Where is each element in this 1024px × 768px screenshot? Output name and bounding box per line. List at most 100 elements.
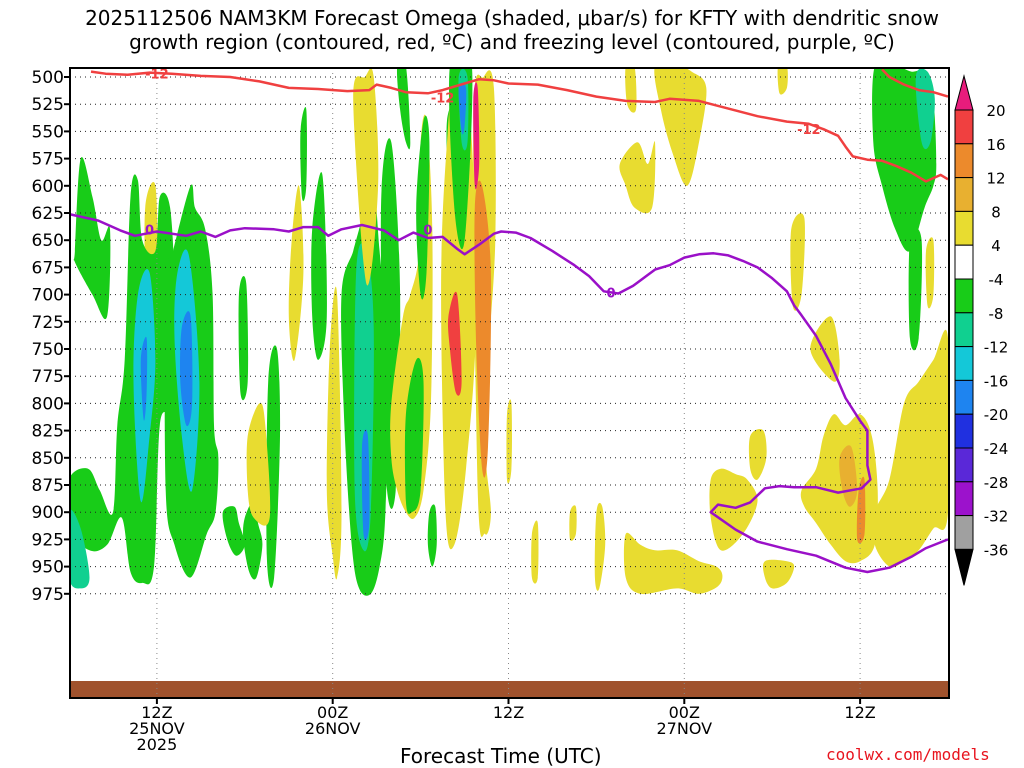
dgz-label-0: -12 bbox=[145, 68, 169, 83]
x-tick-label-12-1: 25NOV bbox=[129, 719, 185, 738]
y-tick-label-650: 650 bbox=[32, 231, 64, 251]
x-tick-label-60-0: 12Z bbox=[844, 703, 875, 722]
omega-region-40 bbox=[531, 520, 539, 584]
omega-region-30 bbox=[447, 291, 462, 396]
y-tick-label-500: 500 bbox=[32, 68, 64, 88]
colorbar-bin--32 bbox=[954, 481, 974, 517]
x-tick-label-12-0: 12Z bbox=[141, 703, 172, 722]
omega-region-53 bbox=[872, 329, 949, 568]
y-tick-label-750: 750 bbox=[32, 340, 64, 360]
omega-region-45 bbox=[709, 468, 758, 551]
x-tick-label-12-2: 2025 bbox=[137, 735, 178, 754]
colorbar-bin--8 bbox=[954, 278, 974, 314]
colorbar-label--28: -28 bbox=[984, 474, 1009, 492]
omega-region-11 bbox=[266, 345, 281, 588]
y-tick-label-550: 550 bbox=[32, 122, 64, 142]
omega-region-44 bbox=[623, 532, 723, 595]
y-tick-label-975: 975 bbox=[32, 585, 64, 605]
omega-region-43 bbox=[654, 68, 707, 186]
freezing-level-label-1: 0 bbox=[423, 223, 432, 238]
dgz-label-2: -12 bbox=[797, 123, 821, 138]
colorbar-bin-4 bbox=[954, 210, 974, 246]
pressure-axis: 500 525 550 575 600 625 650 675 700 725 750 775 800 8… bbox=[32, 68, 70, 605]
omega-region-13 bbox=[246, 403, 271, 526]
x-tick-label-36-0: 12Z bbox=[493, 703, 524, 722]
colorbar-label-12: 12 bbox=[986, 170, 1005, 188]
omega-region-57 bbox=[908, 227, 923, 351]
omega-region-41 bbox=[619, 141, 656, 214]
colorbar-bin--20 bbox=[954, 379, 974, 415]
omega-region-16 bbox=[300, 107, 307, 202]
omega-region-21 bbox=[353, 68, 379, 286]
y-tick-label-925: 925 bbox=[32, 530, 64, 550]
grid-lines bbox=[70, 68, 949, 698]
x-tick-label-24-1: 26NOV bbox=[305, 719, 361, 738]
freezing-level-contour bbox=[70, 213, 949, 574]
y-tick-label-800: 800 bbox=[32, 394, 64, 414]
ground-surface bbox=[70, 681, 949, 698]
omega-region-23 bbox=[396, 68, 411, 150]
omega-region-33 bbox=[458, 82, 467, 135]
y-tick-label-775: 775 bbox=[32, 367, 64, 387]
colorbar-label--16: -16 bbox=[984, 372, 1009, 390]
omega-region-1 bbox=[73, 157, 111, 320]
colorbar-label-4: 4 bbox=[991, 237, 1001, 255]
omega-region-54 bbox=[925, 237, 935, 309]
freezing-level-label-0: 0 bbox=[145, 223, 154, 238]
omega-region-39 bbox=[594, 502, 606, 591]
colorbar-top-arrow bbox=[954, 74, 974, 111]
colorbar-label--20: -20 bbox=[984, 406, 1009, 424]
omega-region-26 bbox=[416, 115, 430, 300]
y-tick-label-625: 625 bbox=[32, 204, 64, 224]
omega-region-14 bbox=[288, 185, 304, 361]
chart-title-line-2: growth region (contoured, red, ºC) and f… bbox=[129, 30, 895, 54]
colorbar-label--4: -4 bbox=[989, 271, 1004, 289]
omega-region-37 bbox=[506, 399, 512, 484]
freezing-level-label-2: 0 bbox=[607, 286, 616, 301]
omega-region-17 bbox=[326, 286, 342, 580]
colorbar-label--36: -36 bbox=[984, 541, 1009, 559]
omega-region-58 bbox=[777, 68, 788, 95]
y-tick-label-900: 900 bbox=[32, 503, 64, 523]
omega-region-9 bbox=[222, 506, 245, 556]
omega-region-3 bbox=[70, 509, 90, 589]
colorbar-bin--16 bbox=[954, 346, 974, 381]
y-tick-label-850: 850 bbox=[32, 449, 64, 469]
chart-title-line-1: 2025112506 NAM3KM Forecast Omega (shaded… bbox=[85, 6, 939, 30]
colorbar-label-20: 20 bbox=[986, 102, 1005, 120]
temperature-contours: 0 0 0 -12 -12 -12 bbox=[70, 68, 949, 574]
omega-region-48 bbox=[790, 213, 805, 311]
y-tick-label-875: 875 bbox=[32, 476, 64, 496]
colorbar-label--12: -12 bbox=[984, 339, 1009, 357]
omega-region-56 bbox=[915, 68, 935, 150]
colorbar-bin-8 bbox=[954, 177, 974, 212]
source-credit[interactable]: coolwx.com/models bbox=[826, 745, 990, 764]
colorbar-bin--28 bbox=[954, 447, 974, 483]
colorbar-bin-12 bbox=[954, 143, 974, 179]
y-tick-label-825: 825 bbox=[32, 422, 64, 442]
x-tick-label-48-0: 00Z bbox=[669, 703, 700, 722]
colorbar-label--24: -24 bbox=[984, 440, 1009, 458]
omega-region-15 bbox=[311, 172, 327, 360]
omega-region-47 bbox=[762, 559, 795, 589]
colorbar-bin--24 bbox=[954, 413, 974, 449]
omega-region-8 bbox=[179, 311, 193, 427]
colorbar-label-16: 16 bbox=[986, 136, 1005, 154]
omega-region-36 bbox=[473, 82, 480, 190]
omega-region-10 bbox=[238, 276, 249, 401]
y-tick-label-725: 725 bbox=[32, 313, 64, 333]
colorbar-bottom-arrow bbox=[954, 548, 974, 586]
x-axis-label: Forecast Time (UTC) bbox=[400, 744, 602, 768]
colorbar-label--32: -32 bbox=[984, 508, 1009, 526]
x-tick-label-24-0: 00Z bbox=[317, 703, 348, 722]
omega-region-5 bbox=[140, 336, 148, 421]
x-tick-label-48-1: 27NOV bbox=[657, 719, 713, 738]
y-tick-label-525: 525 bbox=[32, 95, 64, 115]
omega-region-27 bbox=[427, 504, 437, 567]
colorbar-bin--12 bbox=[954, 312, 974, 348]
colorbar-label--8: -8 bbox=[989, 305, 1004, 323]
y-tick-label-575: 575 bbox=[32, 150, 64, 170]
omega-region-52 bbox=[856, 476, 866, 544]
